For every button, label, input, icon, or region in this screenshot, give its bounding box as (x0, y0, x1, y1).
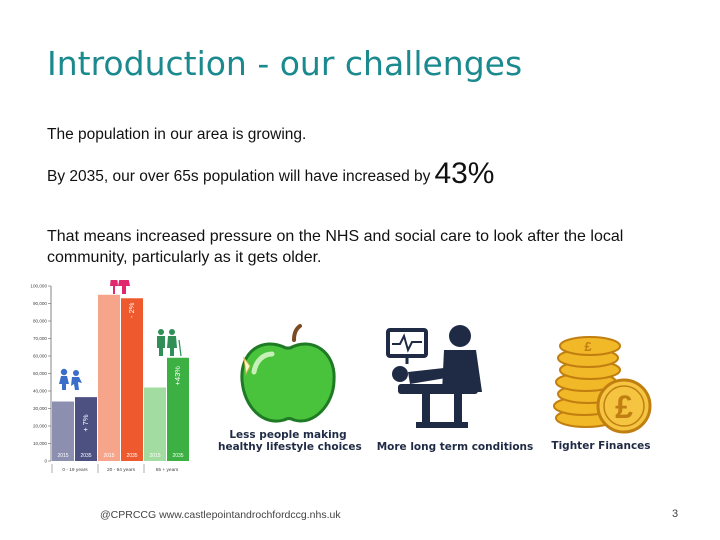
elderly-icon (157, 329, 182, 357)
lifestyle-caption-line1: Less people making (229, 429, 347, 441)
footer-contact: @CPRCCG www.castlepointandrochfordccg.nh… (100, 509, 341, 521)
bar (75, 397, 97, 461)
y-tick-label: 90,000 (33, 301, 47, 306)
pound-coins-icon: £ £ (553, 336, 652, 434)
growth-line: By 2035, our over 65s population will ha… (47, 157, 494, 191)
bar (98, 294, 120, 461)
conditions-caption: More long term conditions (376, 441, 534, 453)
group-label: 0 - 19 years (62, 467, 88, 473)
x-category-label: 2035 (126, 453, 137, 459)
patient-bed-icon (386, 325, 482, 428)
apple-icon (240, 324, 336, 423)
change-label: +43% (173, 366, 182, 386)
growth-text: By 2035, our over 65s population will ha… (47, 168, 431, 185)
y-tick-label: 10,000 (33, 441, 47, 446)
lifestyle-caption-line2: healthy lifestyle choices (218, 441, 362, 453)
y-tick-label: 0 (44, 459, 47, 464)
y-tick-label: 100,000 (30, 284, 47, 289)
pressure-paragraph: That means increased pressure on the NHS… (47, 228, 624, 266)
svg-text:£: £ (584, 339, 592, 354)
group-label: 65 + years (156, 467, 179, 473)
x-category-label: 2015 (57, 453, 68, 459)
x-category-label: 2015 (103, 453, 114, 459)
svg-text:£: £ (615, 389, 633, 425)
page-number: 3 (672, 508, 679, 520)
y-tick-label: 20,000 (33, 424, 47, 429)
change-label: + 7% (81, 414, 90, 432)
y-tick-label: 40,000 (33, 389, 47, 394)
change-label: - 2% (127, 302, 136, 318)
group-label: 20 - 64 years (107, 467, 136, 473)
y-tick-label: 50,000 (33, 371, 47, 376)
finances-caption: Tighter Finances (551, 440, 651, 452)
y-tick-label: 70,000 (33, 336, 47, 341)
bar (167, 357, 189, 461)
x-category-label: 2035 (172, 453, 183, 459)
y-tick-label: 60,000 (33, 354, 47, 359)
page-title: Introduction - our challenges (47, 44, 523, 83)
growth-percentage: 43% (434, 157, 495, 190)
y-tick-label: 80,000 (33, 319, 47, 324)
child-icon (59, 368, 82, 390)
x-category-label: 2015 (149, 453, 160, 459)
intro-line: The population in our area is growing. (47, 126, 307, 143)
y-tick-label: 30,000 (33, 406, 47, 411)
lifestyle-caption: Less people making healthy lifestyle cho… (218, 429, 362, 453)
population-chart: 0 10,000 20,000 30,000 40,000 50,000 60,000 70,… (30, 280, 189, 473)
bar (52, 401, 74, 461)
adult-icon (110, 280, 130, 294)
bar (121, 298, 143, 461)
x-category-label: 2035 (80, 453, 91, 459)
bar (144, 387, 166, 461)
